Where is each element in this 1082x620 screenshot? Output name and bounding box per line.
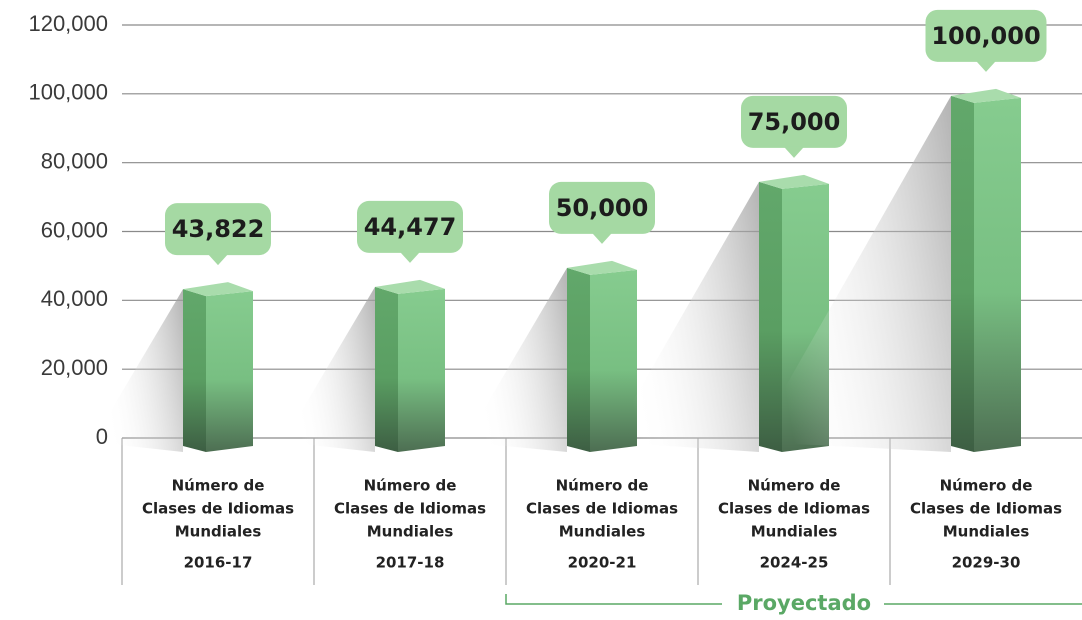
callout-pointer — [208, 254, 228, 266]
bar-shadow — [283, 286, 375, 452]
callout-pointer — [592, 232, 612, 244]
x-tick-label: 2017-18 — [376, 554, 445, 572]
value-label: 50,000 — [556, 194, 649, 222]
bar — [464, 260, 637, 452]
bar-top — [375, 279, 445, 294]
bar-top — [759, 174, 829, 189]
category-label: Número de — [940, 477, 1033, 495]
category-label: Mundiales — [751, 523, 838, 541]
callout-box — [741, 95, 847, 148]
bar-top — [567, 260, 637, 275]
bar-top — [951, 88, 1021, 103]
annotation: Proyectado — [737, 591, 871, 615]
bar-right-face — [206, 291, 253, 452]
bar-shadow — [92, 289, 183, 452]
y-tick-label: 120,000 — [28, 11, 108, 36]
bar-top — [183, 282, 253, 297]
callout-box — [165, 203, 271, 256]
x-tick-label: 2016-17 — [184, 554, 253, 572]
bar-left-face — [183, 289, 206, 452]
category-label: Mundiales — [367, 523, 454, 541]
category-label: Número de — [556, 477, 649, 495]
category-label: Clases de Idiomas — [910, 500, 1062, 518]
category-label: Clases de Idiomas — [718, 500, 870, 518]
y-tick-label: 100,000 — [28, 80, 108, 105]
category-label: Número de — [172, 477, 265, 495]
bar-right-face — [398, 288, 445, 452]
value-label: 44,477 — [364, 213, 457, 241]
x-tick-label: 2024-25 — [760, 554, 829, 572]
x-tick-label: 2020-21 — [568, 554, 637, 572]
bar — [283, 279, 445, 452]
y-tick-label: 60,000 — [41, 217, 108, 242]
callout-box — [925, 9, 1047, 62]
bar-right-face — [974, 97, 1021, 452]
category-label: Mundiales — [943, 523, 1030, 541]
bar-left-face — [375, 286, 398, 452]
category-label: Clases de Idiomas — [142, 500, 294, 518]
category-label: Clases de Idiomas — [526, 500, 678, 518]
category-label: Número de — [364, 477, 457, 495]
bar-left-face — [951, 95, 974, 452]
value-label: 43,822 — [172, 215, 265, 243]
projected-bracket — [505, 594, 1082, 605]
bar-left-face — [759, 181, 782, 452]
category-label: Mundiales — [559, 523, 646, 541]
bar — [92, 282, 253, 452]
category-label: Mundiales — [175, 523, 262, 541]
bar-left-face — [567, 267, 590, 452]
y-tick-label: 40,000 — [41, 286, 108, 311]
value-label: 75,000 — [748, 108, 841, 136]
bar — [754, 88, 1021, 452]
bar-shadow — [609, 181, 759, 452]
bar-right-face — [590, 269, 637, 452]
x-tick-label: 2029-30 — [952, 554, 1021, 572]
bar-shadow — [464, 267, 567, 452]
callout-pointer — [400, 251, 420, 263]
callout-box — [549, 181, 655, 234]
bar-shadow — [754, 95, 951, 452]
category-label: Clases de Idiomas — [334, 500, 486, 518]
callout-box — [357, 200, 463, 253]
y-tick-label: 80,000 — [41, 148, 108, 173]
value-label: 100,000 — [931, 22, 1040, 50]
callout-pointer — [976, 60, 996, 72]
y-tick-label: 20,000 — [41, 355, 108, 380]
callout-pointer — [784, 146, 804, 158]
category-label: Número de — [748, 477, 841, 495]
